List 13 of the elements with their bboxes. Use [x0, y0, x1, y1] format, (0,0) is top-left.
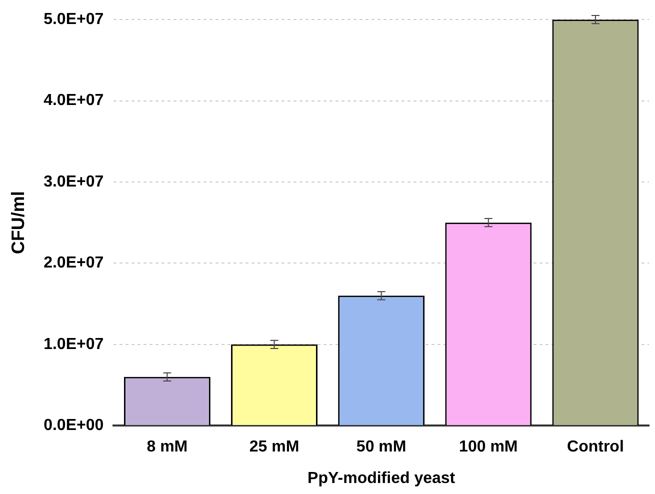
y-tick-label: 4.0E+07 — [44, 92, 104, 110]
y-tick-label: 2.0E+07 — [44, 254, 104, 272]
x-tick-label: Control — [567, 438, 624, 456]
y-tick-label: 5.0E+07 — [44, 11, 104, 28]
x-tick-label: 25 mM — [249, 438, 300, 456]
y-axis-title: CFU/ml — [8, 191, 28, 254]
y-tick-label: 3.0E+07 — [44, 173, 104, 190]
y-tick-label: 1.0E+07 — [44, 336, 104, 353]
x-tick-label: 100 mM — [459, 438, 518, 456]
y-tick-label: 0.0E+00 — [44, 417, 104, 434]
x-tick-label: 50 mM — [356, 438, 406, 456]
x-axis-title: PpY-modified yeast — [308, 470, 456, 487]
x-tick-label: 8 mM — [146, 438, 188, 456]
